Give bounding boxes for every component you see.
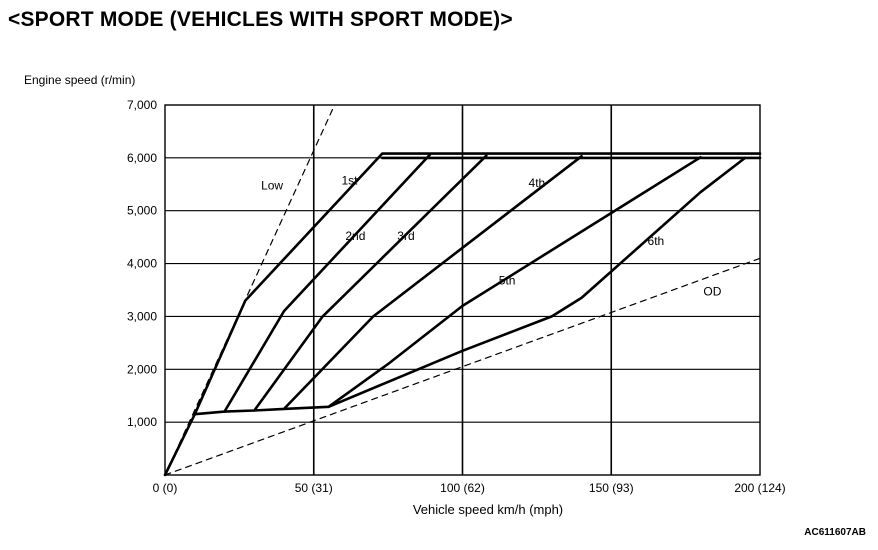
series-label: Low	[261, 179, 283, 193]
x-tick-label: 150 (93)	[589, 481, 634, 495]
series-label: 4th	[529, 176, 546, 190]
series-label: 5th	[499, 274, 516, 288]
axis-ticks: 1,000 2,000 3,000 4,000 5,000 6,000 7,000 0 (0)…	[127, 98, 786, 495]
series-label: 6th	[648, 234, 665, 248]
series-line-4th	[253, 155, 583, 412]
x-tick-label: 200 (124)	[734, 481, 785, 495]
series-label: 3rd	[397, 229, 414, 243]
y-tick-label: 7,000	[127, 98, 157, 112]
series-label: 2nd	[345, 229, 365, 243]
y-axis-label: Engine speed (r/min)	[24, 73, 135, 87]
plot-frame	[164, 104, 761, 476]
x-tick-label: 100 (62)	[440, 481, 485, 495]
series-line-3rd	[223, 154, 488, 413]
series-line-6th	[327, 156, 747, 409]
y-tick-label: 2,000	[127, 362, 157, 376]
series-line-od	[164, 257, 761, 476]
series-label: OD	[703, 284, 721, 298]
gear-lines: Low OD 1st 2nd 3rd 4th 5th 6th	[163, 104, 762, 477]
x-tick-label: 50 (31)	[295, 481, 333, 495]
page-title: <SPORT MODE (VEHICLES WITH SPORT MODE)>	[8, 8, 513, 31]
series-line-2nd	[193, 153, 432, 416]
y-tick-label: 3,000	[127, 309, 157, 323]
y-tick-label: 5,000	[127, 204, 157, 218]
series-label: 1st	[341, 173, 358, 187]
series-line-low	[164, 104, 336, 476]
x-axis-label: Vehicle speed km/h (mph)	[413, 502, 563, 517]
series-line-1st	[163, 152, 762, 477]
figure-code: AC611607AB	[804, 527, 866, 538]
y-tick-label: 6,000	[127, 151, 157, 165]
x-tick-label: 0 (0)	[153, 481, 178, 495]
y-tick-label: 1,000	[127, 415, 157, 429]
series-line-5th	[282, 156, 702, 411]
y-tick-label: 4,000	[127, 257, 157, 271]
